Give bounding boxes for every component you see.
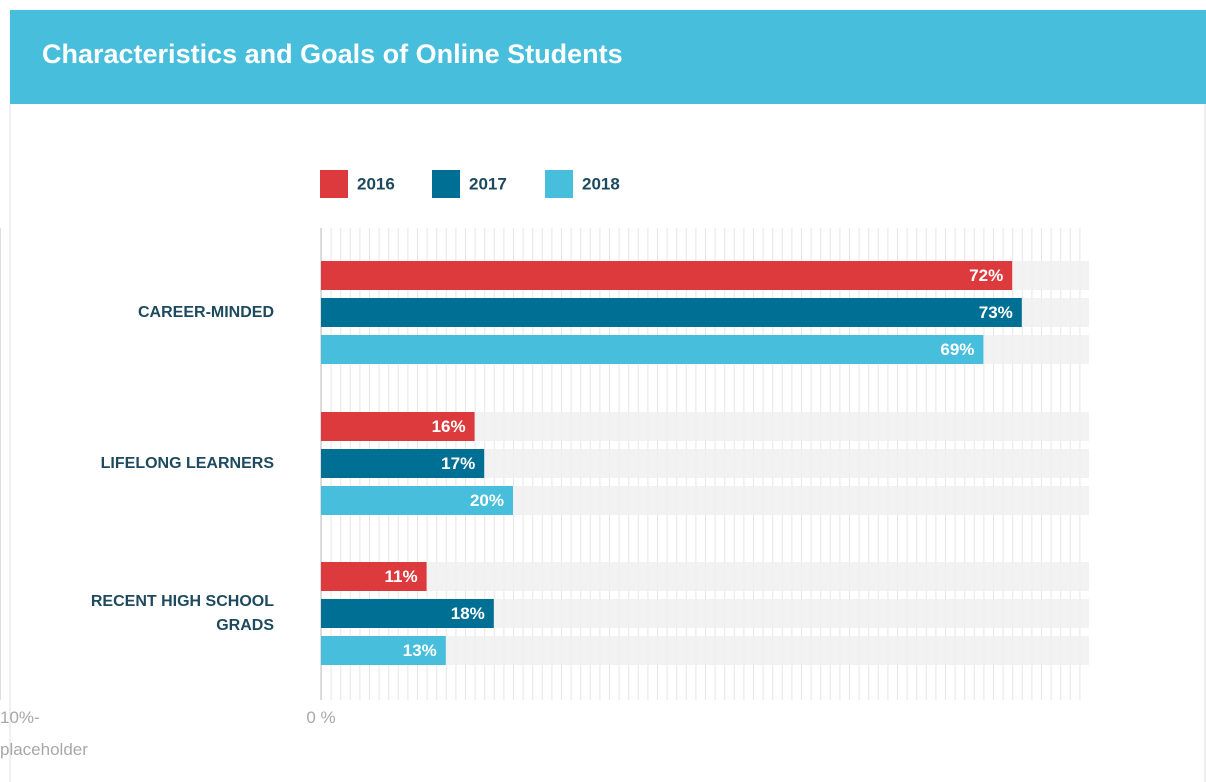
data-label: 69%: [940, 340, 974, 359]
bar: [321, 562, 427, 591]
x-tick-label: 10%-placeholder: [0, 708, 88, 759]
legend-label: 2018: [582, 174, 620, 193]
data-label: 13%: [403, 641, 437, 660]
bar: [321, 636, 446, 665]
legend-label: 2017: [469, 174, 507, 193]
data-label: 11%: [385, 567, 418, 586]
bar: [321, 412, 475, 441]
data-label: 73%: [979, 303, 1013, 322]
header: [10, 10, 1206, 104]
bar: [321, 335, 984, 364]
legend-swatch: [545, 170, 573, 198]
bar: [321, 298, 1022, 327]
category-label: LIFELONG LEARNERS: [100, 454, 274, 472]
bar-track: [321, 562, 1089, 591]
bar: [321, 449, 485, 478]
bar: [321, 599, 494, 628]
data-label: 17%: [441, 454, 475, 473]
legend-label: 2016: [357, 174, 395, 193]
bar-track: [321, 636, 1089, 665]
chart-title: Characteristics and Goals of Online Stud…: [42, 39, 623, 69]
data-label: 16%: [432, 417, 466, 436]
data-label: 18%: [451, 604, 485, 623]
legend-swatch: [432, 170, 460, 198]
data-label: 20%: [470, 491, 504, 510]
bar: [321, 261, 1013, 290]
category-label: RECENT HIGH SCHOOL GRADS: [90, 592, 274, 634]
legend-swatch: [320, 170, 348, 198]
bar: [321, 486, 513, 515]
x-tick-label: 0 %: [306, 708, 336, 727]
category-label: CAREER-MINDED: [138, 303, 274, 321]
data-label: 72%: [969, 266, 1003, 285]
